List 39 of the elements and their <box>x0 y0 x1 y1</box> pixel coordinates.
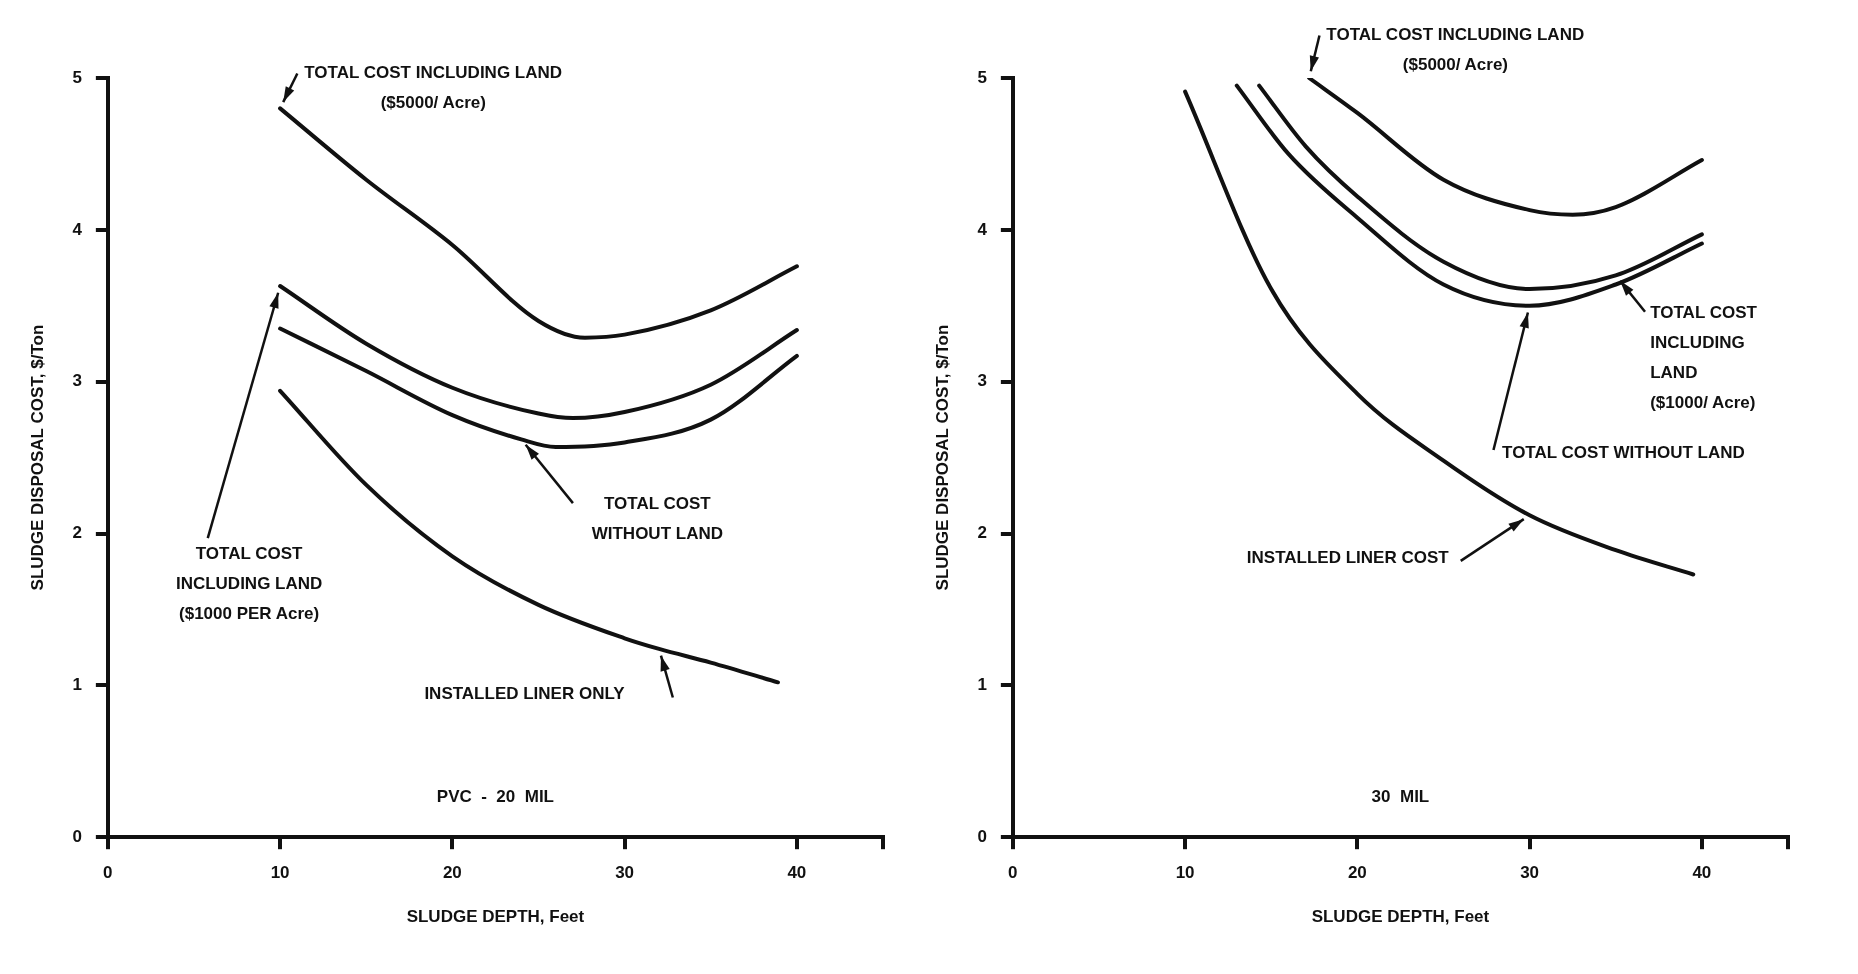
x-tick-label: 40 <box>787 863 807 883</box>
x-tick-label: 20 <box>442 863 462 883</box>
annotation: INSTALLED LINER ONLY <box>424 684 626 704</box>
y-tick-label: 2 <box>977 523 987 543</box>
y-tick-label: 5 <box>72 67 82 87</box>
annotation: TOTAL COST INCLUDING LAND ($1000 PER Acre) <box>175 544 323 624</box>
y-tick-label: 4 <box>72 219 83 239</box>
x-tick-label: 0 <box>1008 863 1018 883</box>
x-tick-label: 30 <box>615 863 635 883</box>
annotation: TOTAL COST INCLUDING LAND ($5000/ Acre) <box>1326 25 1585 75</box>
y-tick-label: 5 <box>977 67 987 87</box>
x-tick-label: 20 <box>1347 863 1367 883</box>
annotation: TOTAL COST INCLUDING LAND ($1000/ Acre) <box>1650 303 1758 413</box>
x-tick-label: 0 <box>103 863 113 883</box>
line-series <box>278 284 799 421</box>
y-tick-label: 4 <box>977 219 988 239</box>
x-axis-title: SLUDGE DEPTH, Feet <box>406 907 585 927</box>
annotation: PVC - 20 MIL <box>436 786 554 806</box>
line-series <box>278 326 799 449</box>
y-tick-label: 1 <box>977 675 987 695</box>
x-tick-label: 40 <box>1692 863 1712 883</box>
x-tick-label: 30 <box>1520 863 1540 883</box>
y-axis-title: SLUDGE DISPOSAL COST, $/Ton <box>27 324 47 591</box>
x-tick-label: 10 <box>1175 863 1195 883</box>
x-axis-title: SLUDGE DEPTH, Feet <box>1311 907 1490 927</box>
y-tick-label: 2 <box>72 523 82 543</box>
annotation: TOTAL COST INCLUDING LAND ($5000/ Acre) <box>304 63 563 113</box>
y-tick-label: 0 <box>72 826 82 846</box>
annotation: INSTALLED LINER COST <box>1246 547 1450 567</box>
y-axis-title: SLUDGE DISPOSAL COST, $/Ton <box>932 324 952 591</box>
y-tick-label: 0 <box>977 826 987 846</box>
line-series <box>1307 78 1704 217</box>
x-tick-label: 10 <box>270 863 290 883</box>
y-tick-label: 1 <box>72 675 82 695</box>
y-tick-label: 3 <box>72 371 82 391</box>
annotation: 30 MIL <box>1371 786 1430 806</box>
y-tick-label: 3 <box>977 371 987 391</box>
annotation: TOTAL COST WITHOUT LAND <box>591 494 723 544</box>
annotation: TOTAL COST WITHOUT LAND <box>1502 442 1745 462</box>
